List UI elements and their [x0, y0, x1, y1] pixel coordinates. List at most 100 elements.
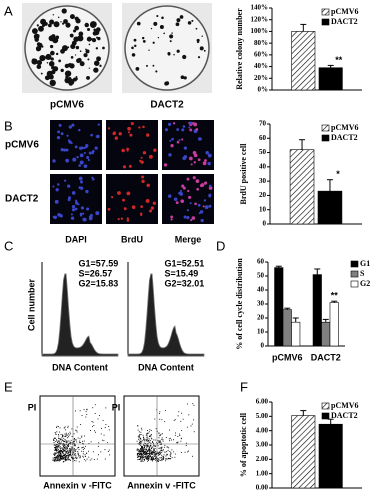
y-tick-label: 30 — [257, 300, 265, 308]
event — [63, 450, 65, 452]
event — [155, 456, 157, 458]
event — [82, 446, 84, 448]
event — [59, 456, 61, 458]
nucleus — [208, 186, 213, 190]
event — [160, 434, 161, 436]
nucleus — [163, 163, 168, 167]
event — [92, 421, 94, 423]
event — [58, 452, 60, 454]
event — [168, 458, 170, 460]
nucleus — [192, 176, 196, 180]
event — [69, 431, 71, 433]
event — [145, 442, 147, 444]
event — [82, 440, 83, 442]
event — [64, 456, 66, 458]
event — [64, 433, 66, 435]
nucleus — [97, 123, 100, 126]
event — [97, 445, 99, 447]
event — [140, 448, 141, 450]
event — [63, 461, 64, 462]
event — [70, 448, 72, 450]
dna-histogram — [127, 273, 205, 357]
event — [157, 453, 159, 454]
nucleus — [202, 205, 205, 208]
event — [58, 440, 60, 442]
event — [52, 459, 54, 461]
event — [63, 445, 65, 447]
nucleus — [129, 133, 133, 137]
colony — [191, 19, 194, 22]
colony — [65, 22, 71, 28]
event — [145, 438, 147, 440]
colony — [51, 65, 55, 70]
event — [56, 449, 58, 451]
event — [64, 460, 66, 462]
nucleus — [170, 215, 174, 219]
event — [138, 431, 140, 433]
event — [181, 412, 183, 414]
event — [136, 448, 138, 450]
event — [148, 449, 150, 451]
x-axis-label: DNA Content — [138, 362, 194, 372]
event — [149, 446, 151, 447]
event — [66, 455, 68, 456]
cycle-stat: S=15.49 — [164, 268, 198, 278]
nucleus — [85, 189, 89, 194]
event — [150, 452, 152, 454]
nucleus — [188, 195, 192, 199]
event — [71, 447, 73, 449]
colony — [159, 24, 164, 29]
colony — [77, 57, 82, 63]
event — [64, 439, 66, 440]
event — [54, 460, 56, 462]
colony — [89, 21, 97, 28]
event — [147, 445, 149, 447]
nucleus — [91, 151, 94, 155]
nucleus — [181, 138, 184, 141]
event — [56, 457, 58, 459]
nucleus — [85, 144, 89, 148]
event — [193, 404, 195, 406]
event — [161, 438, 163, 440]
event — [56, 445, 58, 447]
event — [94, 430, 95, 432]
event — [60, 450, 62, 452]
event — [65, 444, 67, 446]
nucleus — [117, 191, 121, 195]
event — [140, 441, 141, 442]
nucleus — [63, 148, 67, 152]
event — [143, 449, 145, 451]
event — [58, 451, 60, 453]
event — [137, 450, 139, 452]
event — [105, 424, 107, 425]
cycle-stat: G1=52.51 — [164, 258, 204, 268]
nucleus — [80, 146, 84, 150]
event — [139, 435, 141, 437]
cycle-stat: S=26.57 — [78, 268, 112, 278]
event — [75, 439, 77, 441]
event — [75, 455, 77, 457]
event — [138, 458, 140, 460]
event — [90, 441, 92, 443]
event — [76, 430, 78, 432]
event — [61, 439, 63, 441]
event — [67, 457, 69, 459]
event — [139, 456, 141, 458]
event — [153, 445, 155, 447]
event — [58, 444, 60, 446]
event — [148, 438, 150, 440]
event — [155, 451, 157, 453]
event — [138, 452, 140, 454]
event — [137, 459, 139, 461]
event — [54, 445, 56, 447]
event — [73, 439, 75, 441]
event — [149, 453, 150, 455]
event — [59, 458, 61, 460]
nucleus — [78, 186, 82, 190]
colony — [176, 49, 180, 53]
event — [138, 453, 140, 455]
event — [142, 455, 144, 457]
colony — [188, 21, 191, 24]
nucleus — [55, 188, 59, 192]
event — [170, 456, 172, 457]
